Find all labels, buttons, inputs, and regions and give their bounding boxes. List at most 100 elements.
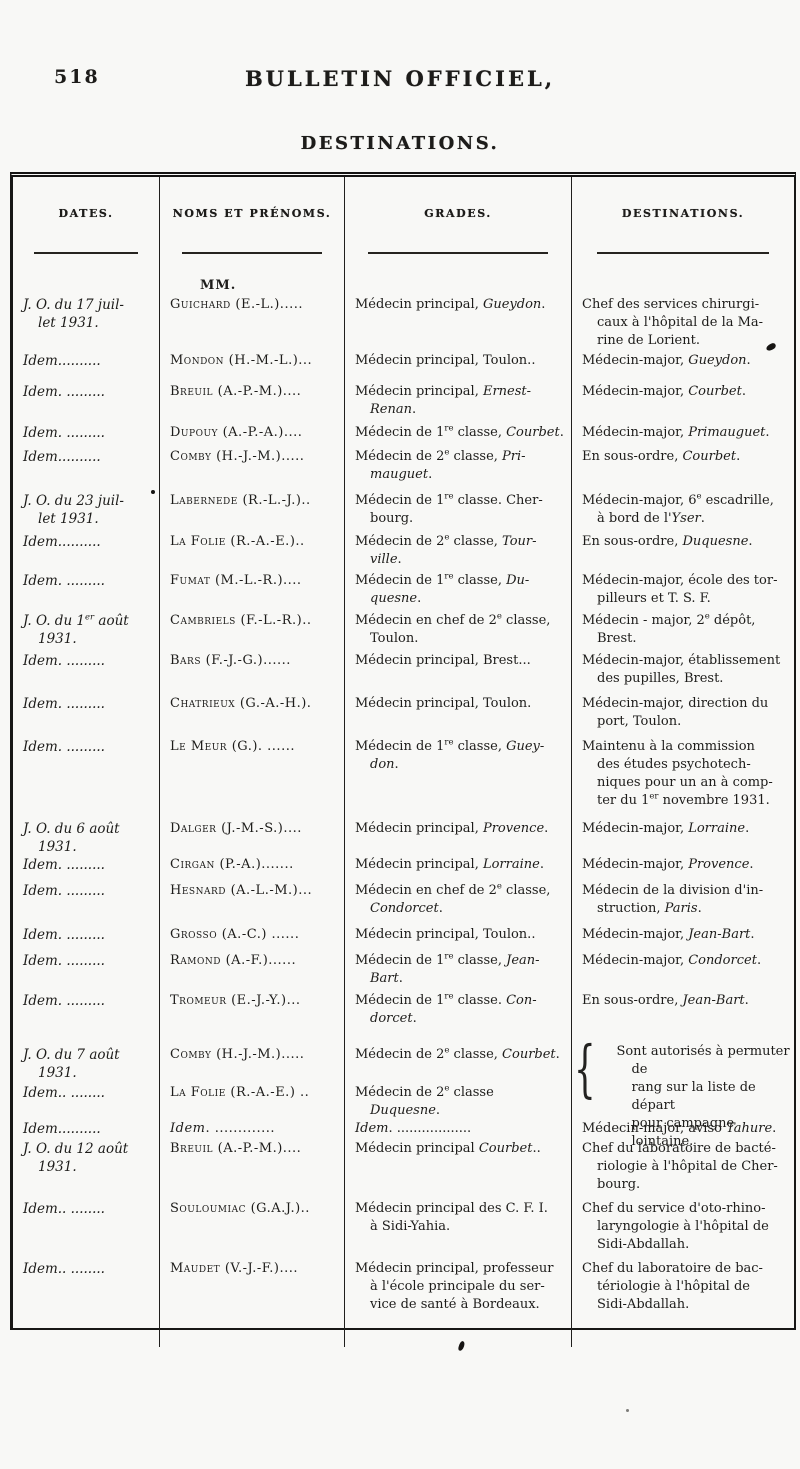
- name-cell: Labernede (R.-L.-J.)..: [159, 492, 344, 533]
- destination-cell: Médecin-major, 6e escadrille, à bord de l…: [571, 492, 794, 533]
- date-cell: Idem. .........: [23, 739, 105, 755]
- destination-cell: Médecin de la division d'in-struction, P…: [571, 882, 794, 926]
- masthead: 518 BULLETIN OFFICIEL,: [0, 66, 800, 96]
- column-header-grades: GRADES.: [344, 177, 571, 277]
- date-cell: J. O. du 7 août 1931.: [23, 1047, 120, 1081]
- name-cell: Souloumiac (G.A.J.)..: [159, 1200, 344, 1260]
- table-row: Idem. ......... Grosso (A.-C.) ...... Mé…: [13, 926, 794, 952]
- date-cell: J. O. du 1er août 1931.: [23, 612, 129, 647]
- date-cell: J. O. du 17 juil-let 1931.: [23, 297, 124, 331]
- name-cell: MM.: [159, 277, 344, 296]
- grade-cell: Médecin de 1re classe, Guey-don.: [344, 738, 571, 820]
- grade-cell: Médecin de 1re classe, Courbet.: [344, 424, 571, 448]
- grade-cell: [344, 277, 571, 296]
- date-cell: Idem. .........: [23, 927, 105, 943]
- name-cell: Tromeur (E.-J.-Y.)...: [159, 992, 344, 1046]
- destination-cell: En sous-ordre, Jean-Bart.: [571, 992, 794, 1046]
- table-row: J. O. du 1er août 1931. Cambriels (F.-L.-…: [13, 612, 794, 652]
- ink-speckle: [626, 1409, 629, 1412]
- name-cell: Breuil (A.-P.-M.)....: [159, 1140, 344, 1200]
- destination-cell: Médecin-major, Lorraine.: [571, 820, 794, 856]
- table-row: Idem. ......... Ramond (A.-F.)...... Méd…: [13, 952, 794, 992]
- table-row: Idem. ......... Bars (F.-J.-G.)...... Mé…: [13, 652, 794, 695]
- destinations-table: DATES. NOMS ET PRÉNOMS. GRADES. DESTINAT…: [10, 172, 796, 1347]
- destination-cell: [571, 277, 794, 296]
- name-cell: Dupouy (A.-P.-A.)....: [159, 424, 344, 448]
- grade-cell: Médecin principal Courbet..: [344, 1140, 571, 1200]
- destination-cell: Médecin - major, 2e dépôt, Brest.: [571, 612, 794, 652]
- destination-cell: Médecin-major, Jean-Bart.: [571, 926, 794, 952]
- table-row: Idem.......... Mondon (H.-M.-L.)... Méde…: [13, 352, 794, 383]
- destination-cell: En sous-ordre, Duquesne.: [571, 533, 794, 572]
- destination-cell: Chef du service d'oto-rhino-laryngologie…: [571, 1200, 794, 1260]
- mm-heading: MM.: [200, 278, 237, 293]
- table-body: MM. J. O. du 17 juil-let 1931. Guichard …: [13, 277, 794, 1347]
- grade-cell: Médecin de 2e classe, Tour-ville.: [344, 533, 571, 572]
- destination-cell: Médecin-major, Courbet.: [571, 383, 794, 424]
- column-header-noms: NOMS ET PRÉNOMS.: [159, 177, 344, 277]
- date-cell: Idem. .........: [23, 573, 105, 589]
- table-row: Idem.. ........ Maudet (V.-J.-F.).... Mé…: [13, 1260, 794, 1347]
- header-rule: [34, 252, 138, 254]
- grade-cell: Médecin de 2e classe, Pri-mauguet.: [344, 448, 571, 492]
- destination-cell: Médecin-major, Gueydon.: [571, 352, 794, 383]
- permute-note: { Sont autorisés à permuter de rang sur l…: [574, 1032, 790, 1150]
- column-header-dates: DATES.: [13, 177, 159, 277]
- column-header-destinations: DESTINATIONS.: [571, 177, 794, 277]
- table-row: J. O. du 7 août 1931. Comby (H.-J.-M.)...…: [13, 1038, 794, 1150]
- grade-cell: Médecin en chef de 2e classe, Condorcet.: [344, 882, 571, 926]
- destination-cell: Médecin-major, Provence.: [571, 856, 794, 882]
- name-cell: Comby (H.-J.-M.).....: [159, 448, 344, 492]
- destination-cell: Médecin-major, Condorcet.: [571, 952, 794, 992]
- date-cell: Idem..........: [23, 1121, 101, 1137]
- name-cell: La Folie (R.-A.-E.)..: [159, 533, 344, 572]
- name-cell: Dalger (J.-M.-S.)....: [159, 820, 344, 856]
- date-cell: Idem. .........: [23, 857, 105, 873]
- grade-cell: Médecin de 2e classe Duquesne.: [344, 1084, 571, 1120]
- grade-cell: Idem. ..................: [344, 1120, 571, 1140]
- table-row: MM.: [13, 277, 794, 296]
- date-cell: Idem. .........: [23, 696, 105, 712]
- table-row: Idem.......... La Folie (R.-A.-E.).. Méd…: [13, 533, 794, 572]
- grade-cell: Médecin principal, Provence.: [344, 820, 571, 856]
- destination-cell: Chef du laboratoire de bac-tériologie à …: [571, 1260, 794, 1347]
- name-cell: Fumat (M.-L.-R.)....: [159, 572, 344, 612]
- date-cell: Idem.. ........: [23, 1085, 105, 1101]
- table-row: J. O. du 23 juil-let 1931. Labernede (R.…: [13, 492, 794, 533]
- date-cell: J. O. du 12 août 1931.: [23, 1141, 129, 1175]
- table-row: J. O. du 12 août 1931. Breuil (A.-P.-M.).…: [13, 1140, 794, 1200]
- date-cell: Idem..........: [23, 534, 101, 550]
- grade-cell: Médecin principal, Gueydon.: [344, 296, 571, 352]
- section-title: DESTINATIONS.: [300, 133, 500, 154]
- name-cell: Le Meur (G.). ......: [159, 738, 344, 820]
- row-group-brace: {: [574, 1032, 596, 1105]
- name-cell: Grosso (A.-C.) ......: [159, 926, 344, 952]
- date-cell: Idem.. ........: [23, 1201, 105, 1217]
- name-cell: Bars (F.-J.-G.)......: [159, 652, 344, 695]
- table-row: Idem.......... Comby (H.-J.-M.)..... Méd…: [13, 448, 794, 492]
- date-cell: Idem..........: [23, 353, 101, 369]
- grade-cell: Médecin principal, Brest...: [344, 652, 571, 695]
- ink-speckle: [151, 490, 155, 494]
- date-cell: Idem. .........: [23, 384, 105, 400]
- table-row: Idem.. ........ La Folie (R.-A.-E.) .. M…: [13, 1084, 794, 1120]
- table-row: Idem. ......... Le Meur (G.). ...... Méd…: [13, 738, 794, 820]
- grade-cell: Médecin principal des C. F. I. à Sidi-Yah…: [344, 1200, 571, 1260]
- date-cell: Idem. .........: [23, 883, 105, 899]
- table-row: Idem. ......... Dupouy (A.-P.-A.).... Mé…: [13, 424, 794, 448]
- grade-cell: Médecin principal, professeur à l'école p…: [344, 1260, 571, 1347]
- name-cell: Breuil (A.-P.-M.)....: [159, 383, 344, 424]
- header-rule: [368, 252, 548, 254]
- destination-cell: Médecin-major, Primauguet.: [571, 424, 794, 448]
- table-row: Idem. ......... Breuil (A.-P.-M.).... Mé…: [13, 383, 794, 424]
- grade-cell: Médecin de 2e classe, Courbet.: [344, 1046, 571, 1084]
- grade-cell: Médecin en chef de 2e classe, Toulon.: [344, 612, 571, 652]
- grade-cell: Médecin principal, Toulon..: [344, 352, 571, 383]
- name-cell: Chatrieux (G.-A.-H.).: [159, 695, 344, 738]
- grade-cell: Médecin de 1re classe, Jean- Bart.: [344, 952, 571, 992]
- header-rule: [182, 252, 322, 254]
- name-cell: Comby (H.-J.-M.).....: [159, 1046, 344, 1084]
- date-cell: Idem.. ........: [23, 1261, 105, 1277]
- date-cell: Idem. .........: [23, 425, 105, 441]
